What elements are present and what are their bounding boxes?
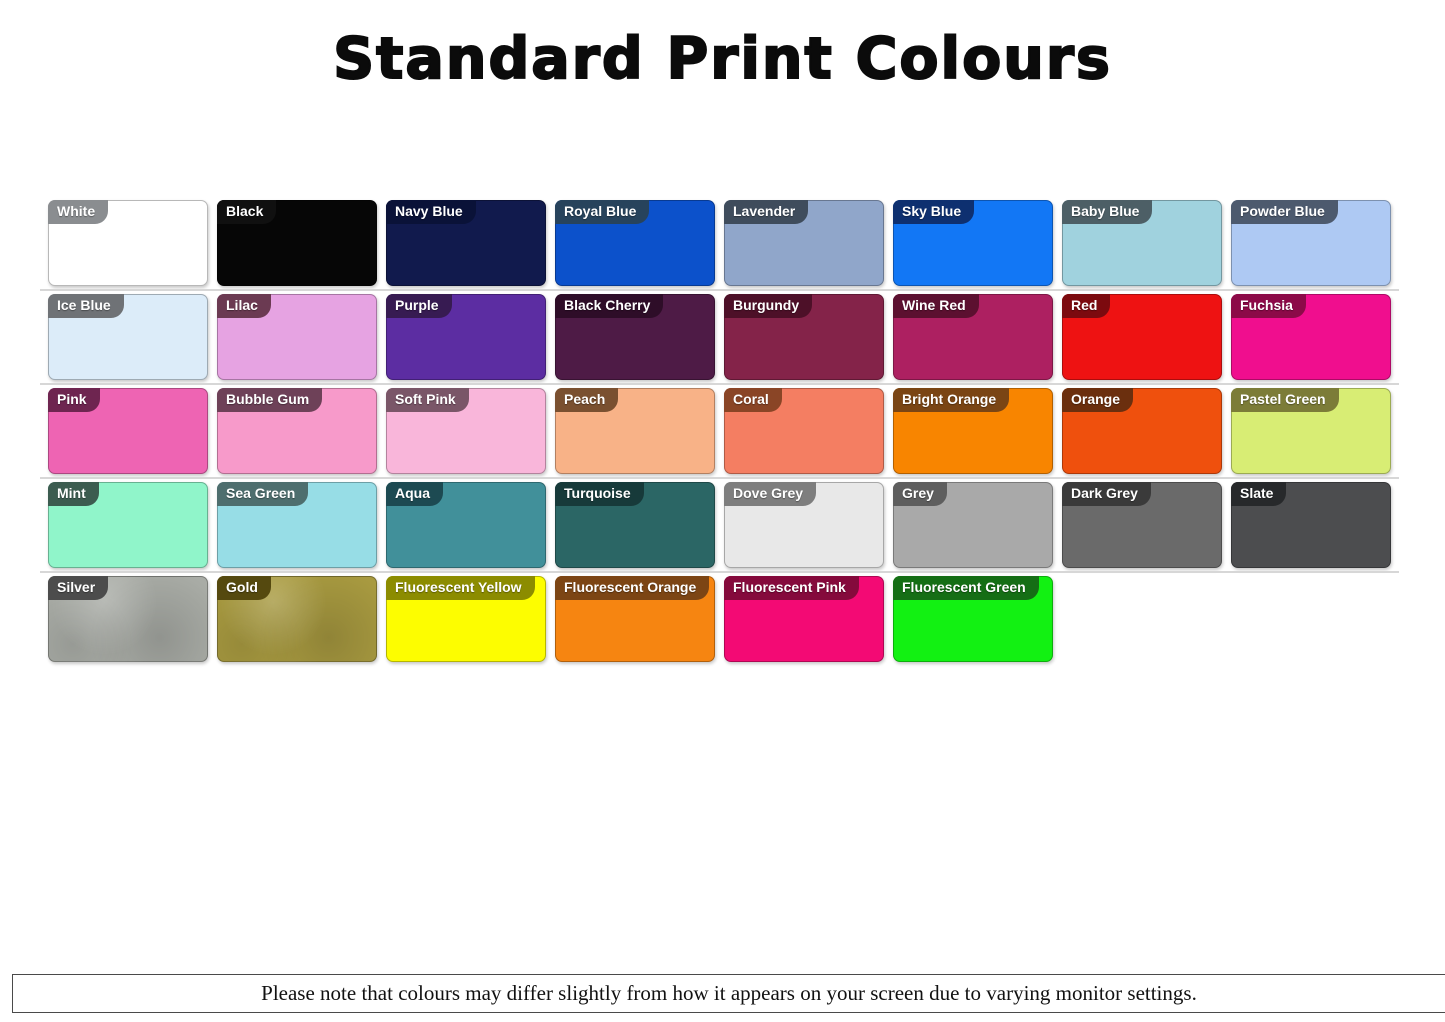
swatch-gold: Gold xyxy=(217,576,377,662)
swatch-peach: Peach xyxy=(555,388,715,474)
swatch-label: Bright Orange xyxy=(893,388,1010,412)
swatch-label: Red xyxy=(1062,294,1111,318)
swatch-pastel-green: Pastel Green xyxy=(1231,388,1391,474)
swatch-silver: Silver xyxy=(48,576,208,662)
swatch-label: Silver xyxy=(48,576,109,600)
swatch-label: Sky Blue xyxy=(893,200,975,224)
swatch-fuchsia: Fuchsia xyxy=(1231,294,1391,380)
swatch-label: Aqua xyxy=(386,482,443,506)
swatch-dark-grey: Dark Grey xyxy=(1062,482,1222,568)
swatch-label: Baby Blue xyxy=(1062,200,1153,224)
footer-note-bar: Please note that colours may differ slig… xyxy=(12,974,1445,1013)
swatch-soft-pink: Soft Pink xyxy=(386,388,546,474)
swatch-label: Fuchsia xyxy=(1231,294,1306,318)
swatch-fluorescent-green: Fluorescent Green xyxy=(893,576,1053,662)
swatch-label: Gold xyxy=(217,576,271,600)
swatch-label: Black xyxy=(217,200,277,224)
swatch-label: Lavender xyxy=(724,200,809,224)
swatch-label: Burgundy xyxy=(724,294,813,318)
swatch-label: Grey xyxy=(893,482,947,506)
swatch-slate: Slate xyxy=(1231,482,1391,568)
swatch-row: Ice Blue Lilac Purple Black Cherry Burgundy W… xyxy=(40,294,1399,385)
swatch-label: Fluorescent Yellow xyxy=(386,576,535,600)
swatch-pink: Pink xyxy=(48,388,208,474)
swatch-label: Fluorescent Green xyxy=(893,576,1039,600)
swatch-label: Bubble Gum xyxy=(217,388,323,412)
swatch-label: Lilac xyxy=(217,294,271,318)
footer-note: Please note that colours may differ slig… xyxy=(261,981,1197,1005)
swatch-row: White Black Navy Blue Royal Blue Lavender Sky… xyxy=(40,200,1399,291)
swatch-black: Black xyxy=(217,200,377,286)
swatch-lilac: Lilac xyxy=(217,294,377,380)
swatch-label: Fluorescent Pink xyxy=(724,576,859,600)
swatch-label: Peach xyxy=(555,388,619,412)
swatch-label: Coral xyxy=(724,388,782,412)
swatch-label: Slate xyxy=(1231,482,1287,506)
swatch-aqua: Aqua xyxy=(386,482,546,568)
swatch-grid: White Black Navy Blue Royal Blue Lavender Sky… xyxy=(40,200,1399,670)
swatch-label: Fluorescent Orange xyxy=(555,576,710,600)
swatch-burgundy: Burgundy xyxy=(724,294,884,380)
swatch-row: Pink Bubble Gum Soft Pink Peach Coral Bright … xyxy=(40,388,1399,479)
swatch-black-cherry: Black Cherry xyxy=(555,294,715,380)
swatch-label: Royal Blue xyxy=(555,200,650,224)
swatch-label: Purple xyxy=(386,294,452,318)
swatch-label: Sea Green xyxy=(217,482,309,506)
swatch-ice-blue: Ice Blue xyxy=(48,294,208,380)
swatch-purple: Purple xyxy=(386,294,546,380)
swatch-label: Wine Red xyxy=(893,294,979,318)
swatch-label: Powder Blue xyxy=(1231,200,1338,224)
swatch-label: Turquoise xyxy=(555,482,644,506)
swatch-label: Pink xyxy=(48,388,100,412)
swatch-label: Orange xyxy=(1062,388,1134,412)
swatch-sky-blue: Sky Blue xyxy=(893,200,1053,286)
swatch-lavender: Lavender xyxy=(724,200,884,286)
swatch-row: Mint Sea Green Aqua Turquoise Dove Grey Grey D… xyxy=(40,482,1399,573)
swatch-fluorescent-pink: Fluorescent Pink xyxy=(724,576,884,662)
swatch-royal-blue: Royal Blue xyxy=(555,200,715,286)
swatch-label: Dove Grey xyxy=(724,482,817,506)
swatch-dove-grey: Dove Grey xyxy=(724,482,884,568)
swatch-row: Silver Gold Fluorescent Yellow Fluorescent … xyxy=(48,576,1391,662)
swatch-label: Navy Blue xyxy=(386,200,476,224)
swatch-label: Soft Pink xyxy=(386,388,469,412)
page-title: Standard Print Colours xyxy=(332,25,1112,93)
swatch-wine-red: Wine Red xyxy=(893,294,1053,380)
swatch-turquoise: Turquoise xyxy=(555,482,715,568)
swatch-label: Pastel Green xyxy=(1231,388,1339,412)
swatch-coral: Coral xyxy=(724,388,884,474)
swatch-mint: Mint xyxy=(48,482,208,568)
swatch-label: Ice Blue xyxy=(48,294,124,318)
swatch-fluorescent-yellow: Fluorescent Yellow xyxy=(386,576,546,662)
swatch-red: Red xyxy=(1062,294,1222,380)
swatch-label: Mint xyxy=(48,482,99,506)
swatch-label: Black Cherry xyxy=(555,294,664,318)
swatch-label: White xyxy=(48,200,109,224)
swatch-navy-blue: Navy Blue xyxy=(386,200,546,286)
swatch-white: White xyxy=(48,200,208,286)
swatch-sea-green: Sea Green xyxy=(217,482,377,568)
swatch-label: Dark Grey xyxy=(1062,482,1151,506)
swatch-bubble-gum: Bubble Gum xyxy=(217,388,377,474)
swatch-baby-blue: Baby Blue xyxy=(1062,200,1222,286)
swatch-bright-orange: Bright Orange xyxy=(893,388,1053,474)
swatch-fluorescent-orange: Fluorescent Orange xyxy=(555,576,715,662)
swatch-grey: Grey xyxy=(893,482,1053,568)
swatch-powder-blue: Powder Blue xyxy=(1231,200,1391,286)
swatch-orange: Orange xyxy=(1062,388,1222,474)
